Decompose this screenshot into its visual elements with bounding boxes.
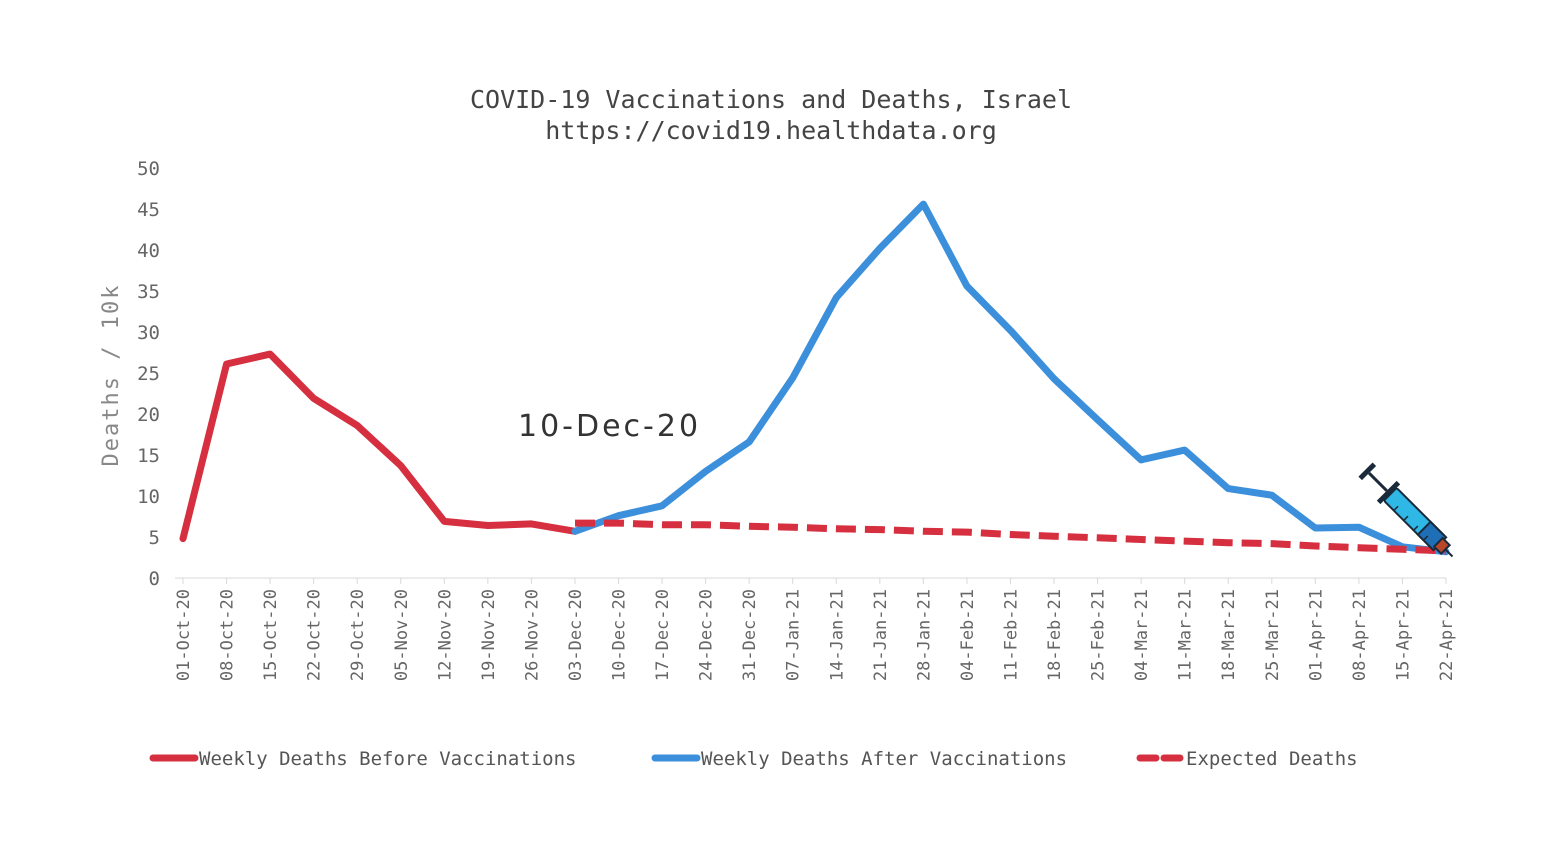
x-tick-label: 15-Oct-20 — [261, 589, 281, 681]
x-tick-label: 18-Mar-21 — [1219, 589, 1239, 681]
x-tick-label: 12-Nov-20 — [435, 589, 455, 681]
y-tick-label: 25 — [137, 363, 160, 385]
y-tick-label: 45 — [137, 199, 160, 221]
x-tick-label: 21-Jan-21 — [871, 589, 891, 681]
y-tick-label: 0 — [149, 568, 160, 590]
series-line-3 — [575, 519, 1447, 555]
series-layer — [179, 200, 1450, 556]
x-tick-label: 03-Dec-20 — [566, 589, 586, 681]
x-tick-label: 05-Nov-20 — [392, 589, 412, 681]
axis-layer: 0 5 10 15 20 25 30 35 40 45 50 01-Oct-20 08-Oct-20 15… — [137, 158, 1457, 681]
x-tick-label: 25-Mar-21 — [1263, 589, 1283, 681]
x-tick-label: 08-Apr-21 — [1350, 589, 1370, 681]
x-tick-label: 04-Feb-21 — [958, 589, 978, 681]
x-tick-label: 04-Mar-21 — [1132, 589, 1152, 681]
series-line-1 — [179, 350, 579, 543]
series-line-2 — [571, 200, 1450, 556]
y-tick-label: 40 — [137, 240, 160, 262]
y-tick-label: 35 — [137, 281, 160, 303]
legend: Weekly Deaths Before Vaccinations Weekly … — [149, 748, 1358, 770]
x-tick-label: 28-Jan-21 — [914, 589, 934, 681]
legend-label: Weekly Deaths After Vaccinations — [701, 748, 1067, 770]
y-tick-label: 10 — [137, 486, 160, 508]
x-tick-label: 11-Feb-21 — [1001, 589, 1021, 681]
x-tick-label: 14-Jan-21 — [827, 589, 847, 681]
y-tick-label: 30 — [137, 322, 160, 344]
legend-label: Expected Deaths — [1186, 748, 1358, 770]
x-tick-label: 01-Oct-20 — [174, 589, 194, 681]
x-tick-label: 22-Oct-20 — [305, 589, 325, 681]
x-tick-label: 11-Mar-21 — [1176, 589, 1196, 681]
x-tick-label: 17-Dec-20 — [653, 589, 673, 681]
y-tick-label: 50 — [137, 158, 160, 180]
x-tick-label: 24-Dec-20 — [697, 589, 717, 681]
y-tick-label: 15 — [137, 445, 160, 467]
x-tick-label: 25-Feb-21 — [1089, 589, 1109, 681]
x-tick-label: 26-Nov-20 — [522, 589, 542, 681]
x-tick-label: 22-Apr-21 — [1437, 589, 1457, 681]
x-tick-label: 07-Jan-21 — [784, 589, 804, 681]
x-tick-label: 31-Dec-20 — [740, 589, 760, 681]
x-tick-label: 29-Oct-20 — [348, 589, 368, 681]
annotation-text: 10-Dec-20 — [518, 409, 701, 444]
legend-label: Weekly Deaths Before Vaccinations — [199, 748, 577, 770]
x-tick-label: 19-Nov-20 — [479, 589, 499, 681]
chart-subtitle: https://covid19.healthdata.org — [545, 116, 997, 145]
x-tick-label: 15-Apr-21 — [1393, 589, 1413, 681]
chart-title: COVID-19 Vaccinations and Deaths, Israel — [470, 85, 1072, 114]
x-tick-label: 08-Oct-20 — [218, 589, 238, 681]
y-tick-label: 5 — [149, 527, 160, 549]
y-tick-label: 20 — [137, 404, 160, 426]
x-tick-label: 18-Feb-21 — [1045, 589, 1065, 681]
y-axis-label: Deaths / 10k — [99, 284, 124, 467]
x-tick-label: 10-Dec-20 — [610, 589, 630, 681]
x-tick-label: 01-Apr-21 — [1306, 589, 1326, 681]
syringe-icon — [1358, 462, 1454, 558]
